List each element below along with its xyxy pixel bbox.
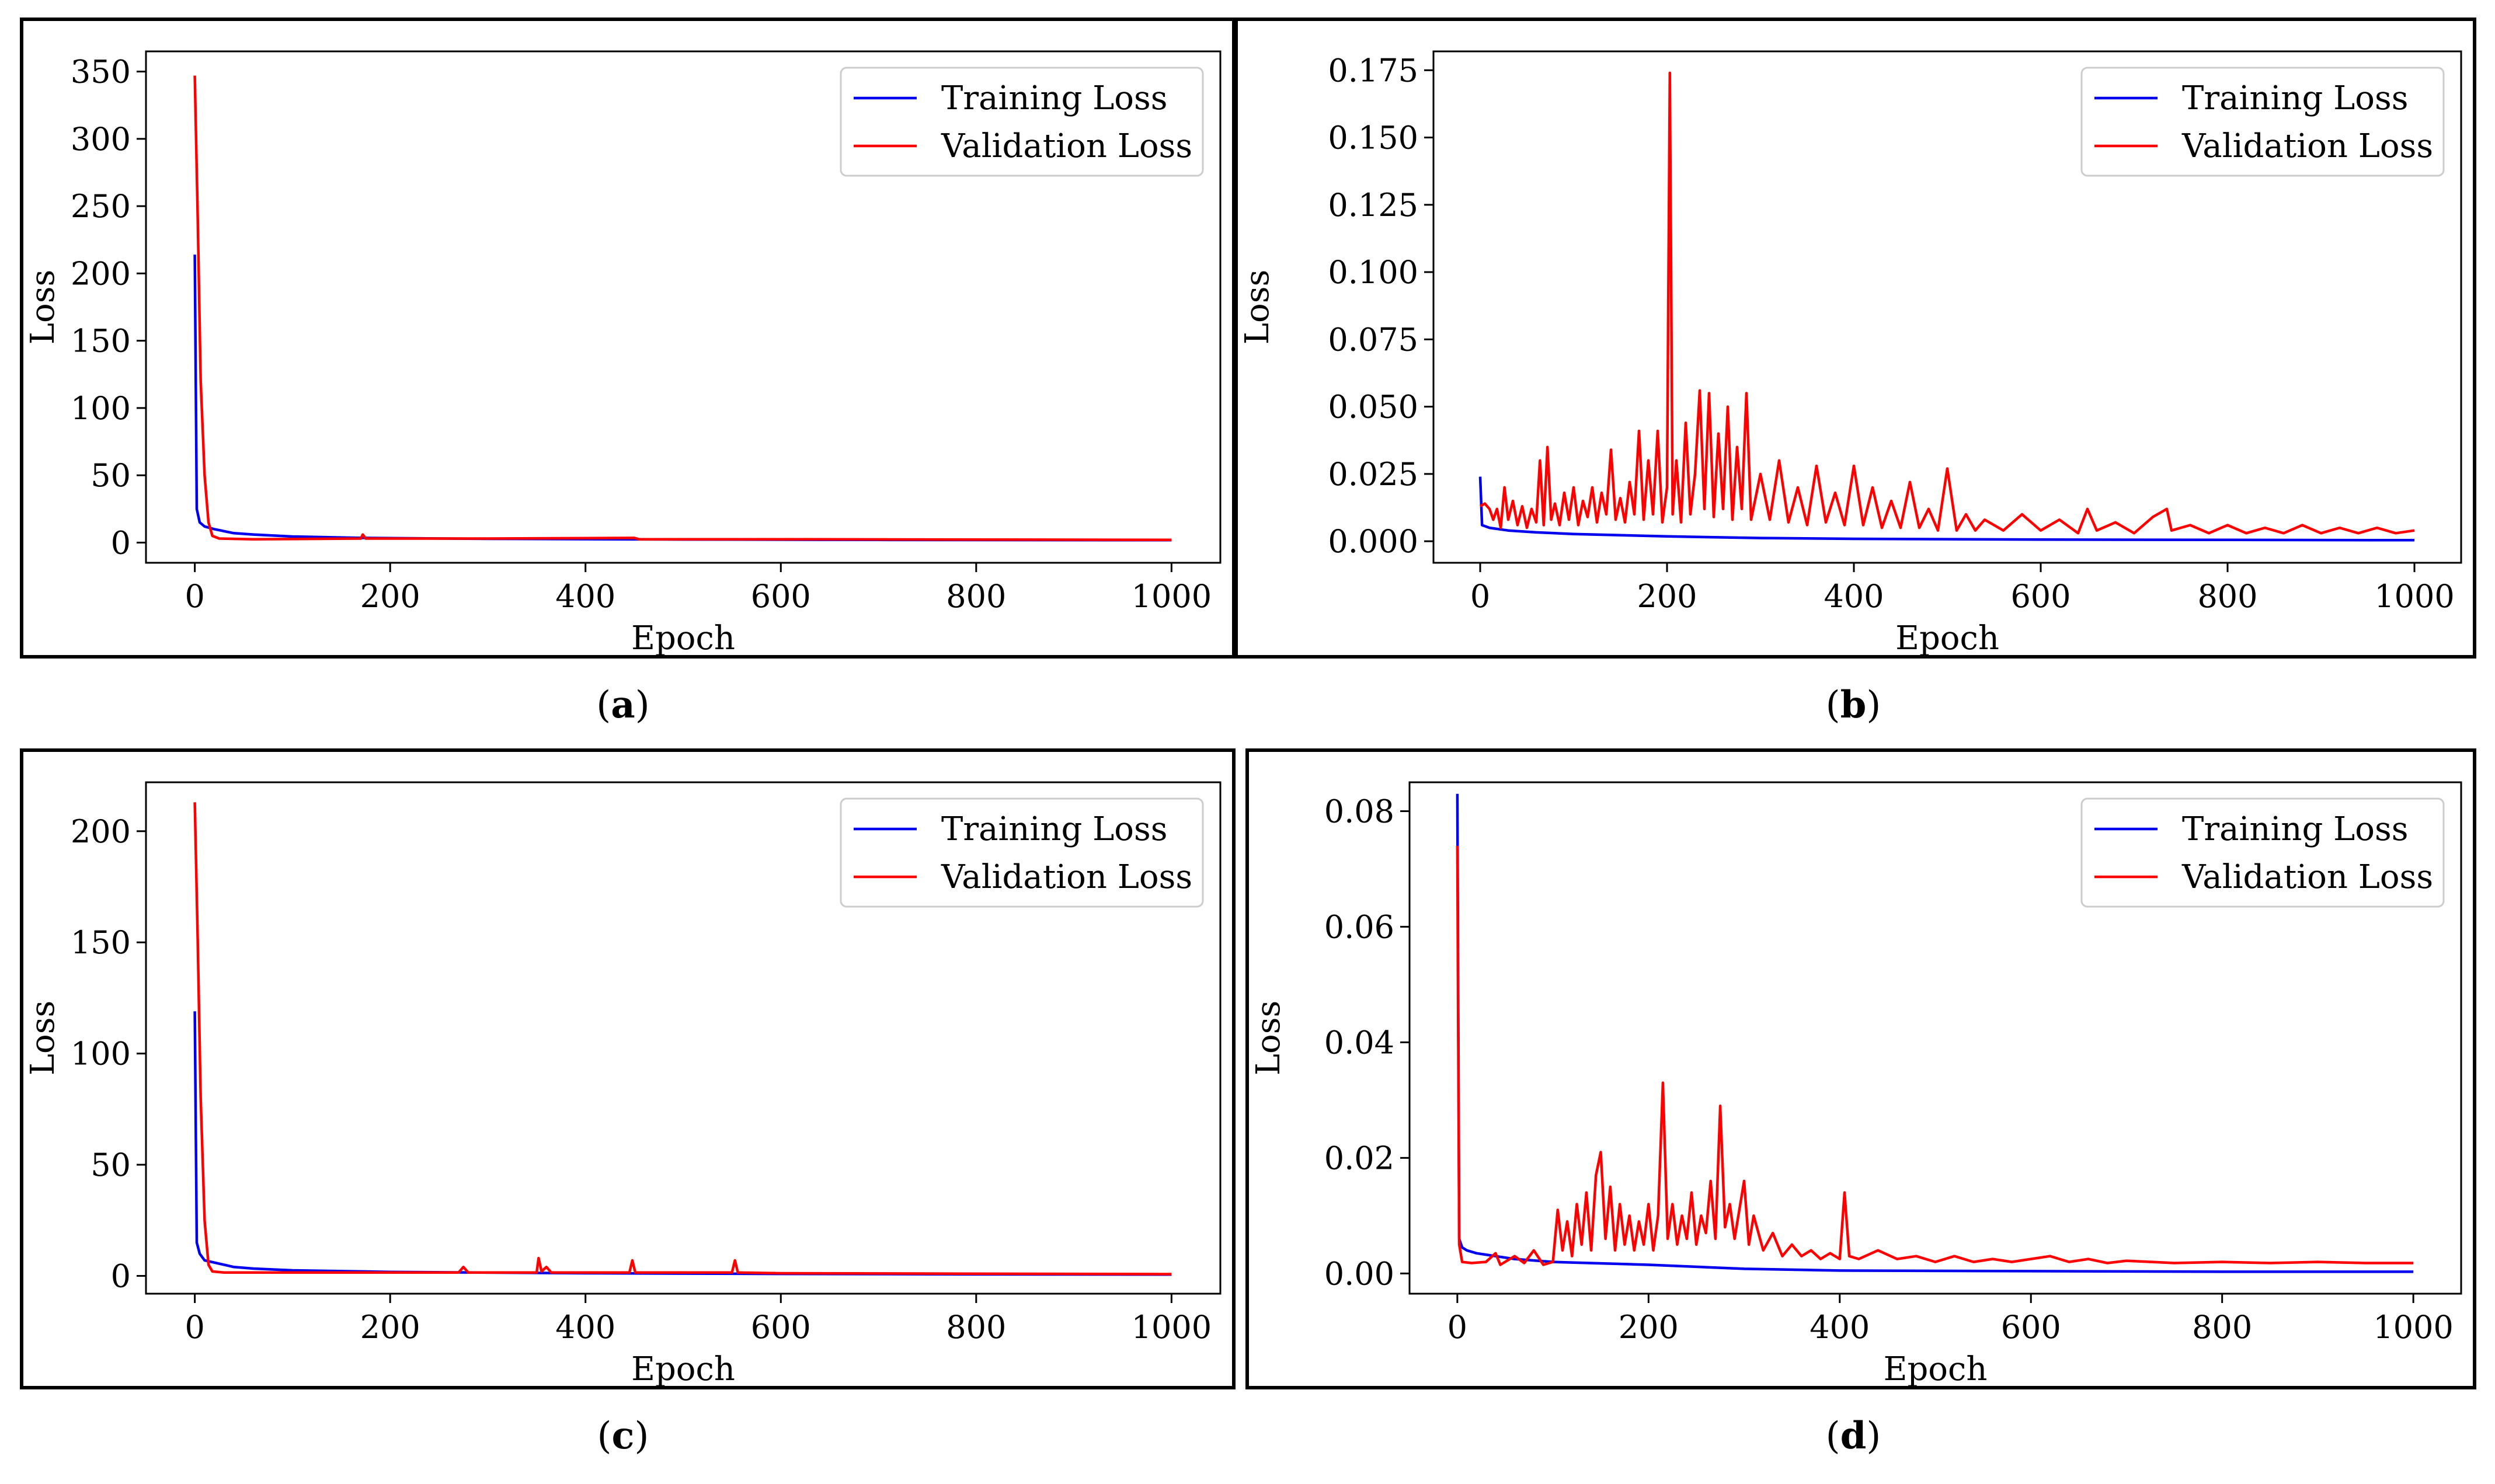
x-axis-label-c: Epoch [631,1350,735,1386]
y-axis-label-d: Loss [1250,1001,1287,1075]
y-tick-label-d-3: 0.06 [1324,908,1394,945]
x-axis-label-b: Epoch [1895,619,1999,655]
y-tick-label-a-7: 350 [71,54,131,90]
legend-box-a [840,67,1204,177]
x-tick-label-a-5: 1000 [1132,578,1212,615]
y-tick-label-c-0: 0 [111,1258,131,1295]
x-tick-label-a-4: 800 [946,578,1006,615]
x-tick-label-d-0: 0 [1447,1309,1467,1346]
y-tick-label-d-2: 0.04 [1324,1024,1394,1061]
x-tick-label-b-4: 800 [2197,578,2257,615]
y-tick-label-c-2: 100 [71,1036,131,1072]
y-tick-label-c-4: 200 [71,813,131,850]
y-tick-label-b-4: 0.100 [1328,254,1418,291]
series-line-b-validation [1479,71,2415,535]
y-axis-label-a: Loss [24,270,62,344]
x-tick-label-d-1: 200 [1619,1309,1679,1346]
y-tick-label-a-4: 200 [71,255,131,292]
legend-box-c [840,797,1204,908]
series-line-a-training [193,255,1172,542]
y-tick-label-c-1: 50 [91,1147,131,1183]
y-axis-label-c: Loss [24,1001,62,1075]
y-tick-label-b-6: 0.150 [1328,120,1418,156]
plot-area-b [1432,50,2462,564]
x-tick-label-c-2: 400 [555,1309,615,1346]
plot-area-a [145,50,1222,564]
x-tick-label-a-3: 600 [751,578,811,615]
plot-area-c [145,781,1222,1295]
legend-box-b [2080,67,2445,177]
y-tick-label-b-7: 0.175 [1328,52,1418,89]
x-tick-label-b-2: 400 [1824,578,1884,615]
y-tick-label-d-4: 0.08 [1324,793,1394,830]
y-tick-label-b-5: 0.125 [1328,187,1418,224]
plot-area-d [1408,781,2462,1295]
series-line-a-validation [193,75,1172,542]
chart-b: 0 200 400 600 800 1000 0.000 0.025 0.050 0.075 0.1… [1238,50,2462,655]
y-tick-label-a-0: 0 [111,524,131,561]
y-tick-label-b-1: 0.025 [1328,456,1418,493]
y-axis-label-b: Loss [1238,270,1276,344]
series-line-d-training [1456,793,2414,1273]
legend-label-a-0: Training Loss [941,79,1168,117]
x-tick-label-a-1: 200 [360,578,420,615]
series-line-d-validation [1456,845,2414,1266]
caption-d: (d) [1825,1414,1881,1458]
chart-d: 0 200 400 600 800 1000 0.00 0.02 0.04 0.06 0.08 Epo… [1250,781,2462,1386]
x-tick-label-c-0: 0 [185,1309,204,1346]
x-tick-label-d-5: 1000 [2373,1309,2453,1346]
legend-label-c-0: Training Loss [941,810,1168,848]
series-line-b-training [1478,476,2415,542]
caption-c: (c) [597,1414,649,1458]
legend-box-d [2080,797,2445,908]
y-tick-label-a-5: 250 [71,188,131,225]
x-tick-label-a-0: 0 [185,578,204,615]
y-tick-label-a-6: 300 [71,121,131,158]
legend-label-d-0: Training Loss [2182,810,2409,848]
y-tick-label-b-0: 0.000 [1328,523,1418,560]
x-tick-label-c-3: 600 [751,1309,811,1346]
x-axis-label-d: Epoch [1884,1350,1988,1386]
y-tick-label-c-3: 150 [71,924,131,961]
y-tick-label-a-3: 150 [71,323,131,360]
series-line-c-training [193,1011,1172,1276]
y-tick-label-d-0: 0.00 [1324,1255,1394,1292]
legend-label-d-1: Validation Loss [2181,858,2433,896]
chart-a: 0 200 400 600 800 1000 0 50 100 150 200 250 300 350 Ep… [24,50,1222,655]
x-tick-label-c-4: 800 [946,1309,1006,1346]
legend-label-b-0: Training Loss [2182,79,2409,117]
x-tick-label-b-3: 600 [2010,578,2071,615]
y-tick-label-d-1: 0.02 [1324,1140,1394,1176]
legend-label-a-1: Validation Loss [941,127,1192,165]
x-tick-label-b-0: 0 [1470,578,1490,615]
caption-a: (a) [596,683,650,727]
y-tick-label-a-1: 50 [91,457,131,494]
x-tick-label-b-1: 200 [1637,578,1697,615]
chart-c: 0 200 400 600 800 1000 0 50 100 150 200 Epoch Loss Tr… [24,781,1222,1386]
y-tick-label-b-3: 0.075 [1328,321,1418,358]
x-tick-label-b-5: 1000 [2374,578,2454,615]
x-tick-label-d-2: 400 [1810,1309,1870,1346]
x-tick-label-d-3: 600 [2001,1309,2061,1346]
caption-b: (b) [1825,683,1881,727]
x-axis-label-a: Epoch [631,619,735,655]
x-tick-label-d-4: 800 [2192,1309,2252,1346]
legend-label-c-1: Validation Loss [941,858,1192,896]
legend-label-b-1: Validation Loss [2181,127,2433,165]
y-tick-label-b-2: 0.050 [1328,389,1418,426]
y-tick-label-a-2: 100 [71,390,131,427]
x-tick-label-a-2: 400 [555,578,615,615]
x-tick-label-c-1: 200 [360,1309,420,1346]
series-line-c-validation [193,802,1172,1276]
x-tick-label-c-5: 1000 [1132,1309,1212,1346]
